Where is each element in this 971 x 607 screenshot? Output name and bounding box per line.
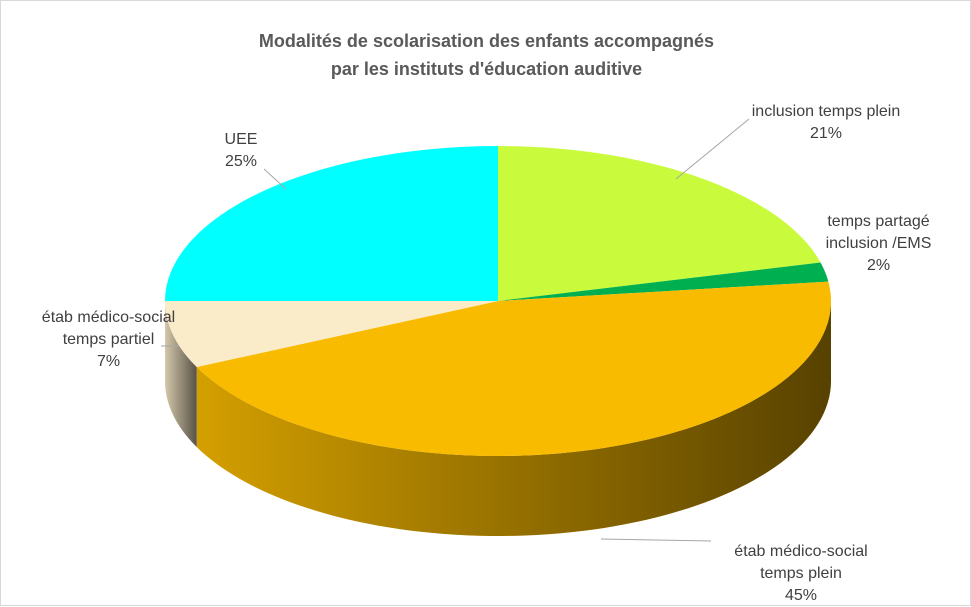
pie-wall-shade: [196, 301, 831, 536]
pie-slice: [196, 281, 831, 456]
category-label: UEE: [224, 131, 258, 148]
value-label: 25%: [224, 153, 258, 170]
leader-line: [263, 168, 287, 190]
data-label: étab médico-social temps partiel 7%: [21, 307, 196, 373]
pie-slice: [165, 146, 498, 301]
category-label: étab médico-social temps partiel: [41, 309, 176, 348]
category-label: temps partagé inclusion /EMS: [825, 213, 932, 252]
category-label: étab médico-social temps plein: [734, 543, 868, 582]
data-label: inclusion temps plein 21%: [746, 101, 906, 145]
pie-wall-shade: [165, 301, 197, 447]
chart-title: Modalités de scolarisation des enfants a…: [258, 31, 715, 51]
leader-line: [675, 118, 750, 180]
data-label: UEE 25%: [196, 129, 286, 173]
pie-slice: [498, 262, 829, 301]
leader-line: [600, 538, 712, 542]
data-label: étab médico-social temps plein 45%: [716, 541, 886, 607]
pie-slice: [165, 301, 498, 367]
category-label: inclusion temps plein: [751, 103, 901, 120]
pie-slice: [498, 146, 821, 301]
chart-title: par les instituts d'éducation auditive: [330, 59, 643, 79]
data-label: temps partagé inclusion /EMS 2%: [816, 211, 941, 277]
value-label: 21%: [809, 125, 843, 142]
value-label: 45%: [784, 587, 818, 604]
value-label: 2%: [866, 257, 891, 274]
value-label: 7%: [96, 353, 121, 370]
